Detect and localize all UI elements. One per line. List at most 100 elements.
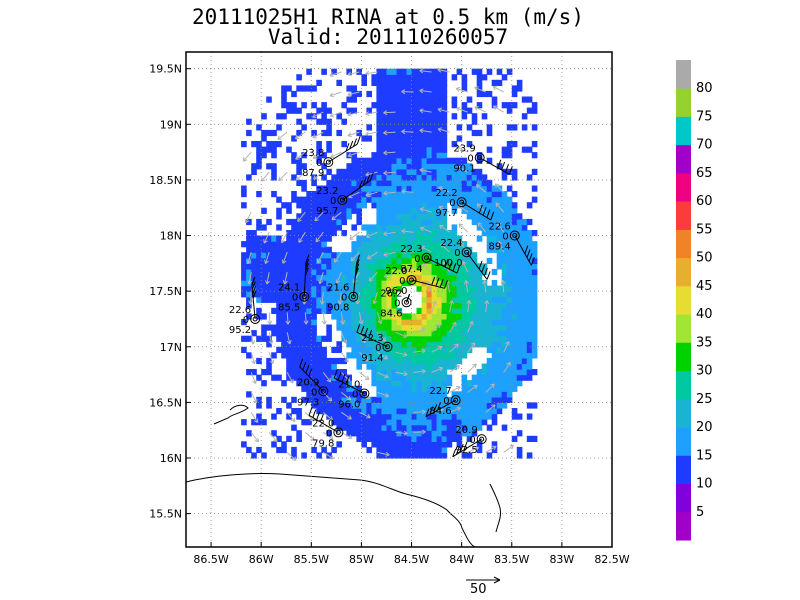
field-cell	[411, 252, 418, 259]
wind-vector-head	[455, 365, 460, 370]
field-cell	[391, 280, 398, 287]
field-cell	[301, 241, 307, 248]
field-cell	[241, 257, 247, 264]
field-cell	[531, 302, 538, 309]
field-cell	[386, 152, 393, 159]
wind-vector	[475, 184, 487, 193]
field-cell	[466, 302, 473, 309]
y-tick-label: 15.5N	[149, 508, 182, 521]
field-cell	[391, 446, 398, 454]
field-cell	[346, 196, 352, 203]
field-cell	[381, 107, 388, 114]
colorbar-label: 15	[696, 448, 713, 463]
field-cell	[301, 341, 307, 348]
field-cell	[511, 90, 518, 98]
field-cell	[461, 419, 468, 426]
field-cell	[476, 280, 483, 287]
field-cell	[366, 124, 372, 131]
field-cell	[341, 263, 347, 270]
field-cell	[526, 335, 533, 342]
field-cell	[526, 280, 533, 287]
field-cell	[266, 363, 272, 370]
wind-vector	[467, 384, 478, 393]
field-cell	[306, 374, 312, 381]
field-cell	[456, 402, 463, 409]
field-cell	[391, 369, 398, 376]
field-cell	[366, 235, 372, 242]
field-cell	[376, 129, 382, 137]
wind-vector	[322, 392, 333, 402]
field-cell	[441, 224, 448, 231]
station-ring	[461, 247, 472, 258]
field-cell	[506, 330, 513, 337]
field-cell	[401, 380, 408, 387]
field-cell	[306, 263, 312, 270]
field-cell	[301, 246, 307, 253]
field-cell	[281, 274, 287, 281]
field-cell	[386, 380, 393, 387]
field-cell	[441, 135, 448, 142]
field-cell	[316, 157, 322, 164]
field-cell	[351, 107, 357, 114]
field-cell	[496, 68, 503, 75]
field-cell	[511, 213, 518, 220]
field-cell	[361, 157, 367, 164]
field-cell	[416, 107, 423, 114]
field-cell	[431, 313, 438, 320]
field-cell	[336, 268, 342, 276]
wind-vector	[474, 86, 486, 93]
field-cell	[341, 357, 347, 365]
field-cell	[326, 408, 332, 415]
field-cell	[386, 374, 393, 381]
field-cell	[276, 291, 282, 298]
field-cell	[486, 307, 493, 314]
field-cell	[481, 324, 488, 331]
field-cell	[446, 196, 453, 203]
field-cell	[411, 396, 418, 403]
field-cell	[476, 102, 483, 109]
wind-vector-head	[474, 446, 480, 452]
field-cell	[311, 202, 317, 209]
field-cell	[381, 113, 388, 120]
field-cell	[361, 352, 367, 359]
field-cell	[441, 346, 448, 353]
field-cell	[426, 163, 433, 170]
field-cell	[391, 341, 398, 348]
field-cell	[486, 218, 493, 226]
field-cell	[381, 141, 388, 148]
field-cell	[326, 296, 332, 303]
field-cell	[391, 246, 398, 253]
field-cell	[401, 141, 408, 148]
wind-vector	[359, 351, 369, 362]
field-cell	[311, 296, 317, 303]
wind-vector-head	[329, 435, 334, 440]
field-cell	[446, 352, 453, 359]
field-cell	[271, 324, 277, 331]
field-cell	[486, 319, 493, 326]
field-cell	[356, 324, 362, 331]
field-cell	[481, 369, 488, 376]
field-cell	[341, 252, 347, 259]
field-cell	[401, 191, 408, 198]
field-cell	[321, 230, 327, 237]
field-cell	[406, 452, 413, 459]
station-speed-label: 22.3	[361, 333, 383, 344]
field-cell	[431, 330, 438, 337]
wind-vector-head	[492, 85, 498, 91]
colorbar-label: 70	[696, 138, 713, 153]
field-cell	[416, 413, 423, 420]
field-cell	[526, 352, 533, 359]
field-cell	[311, 391, 317, 398]
field-cell	[261, 246, 267, 253]
field-cell	[421, 135, 428, 142]
field-cell	[431, 124, 438, 131]
field-cell	[436, 419, 443, 426]
field-cell	[481, 380, 488, 387]
field-cell	[301, 252, 307, 259]
field-cell	[381, 374, 388, 381]
field-cell	[336, 191, 342, 198]
field-cell	[291, 152, 297, 159]
field-cell	[416, 196, 423, 203]
